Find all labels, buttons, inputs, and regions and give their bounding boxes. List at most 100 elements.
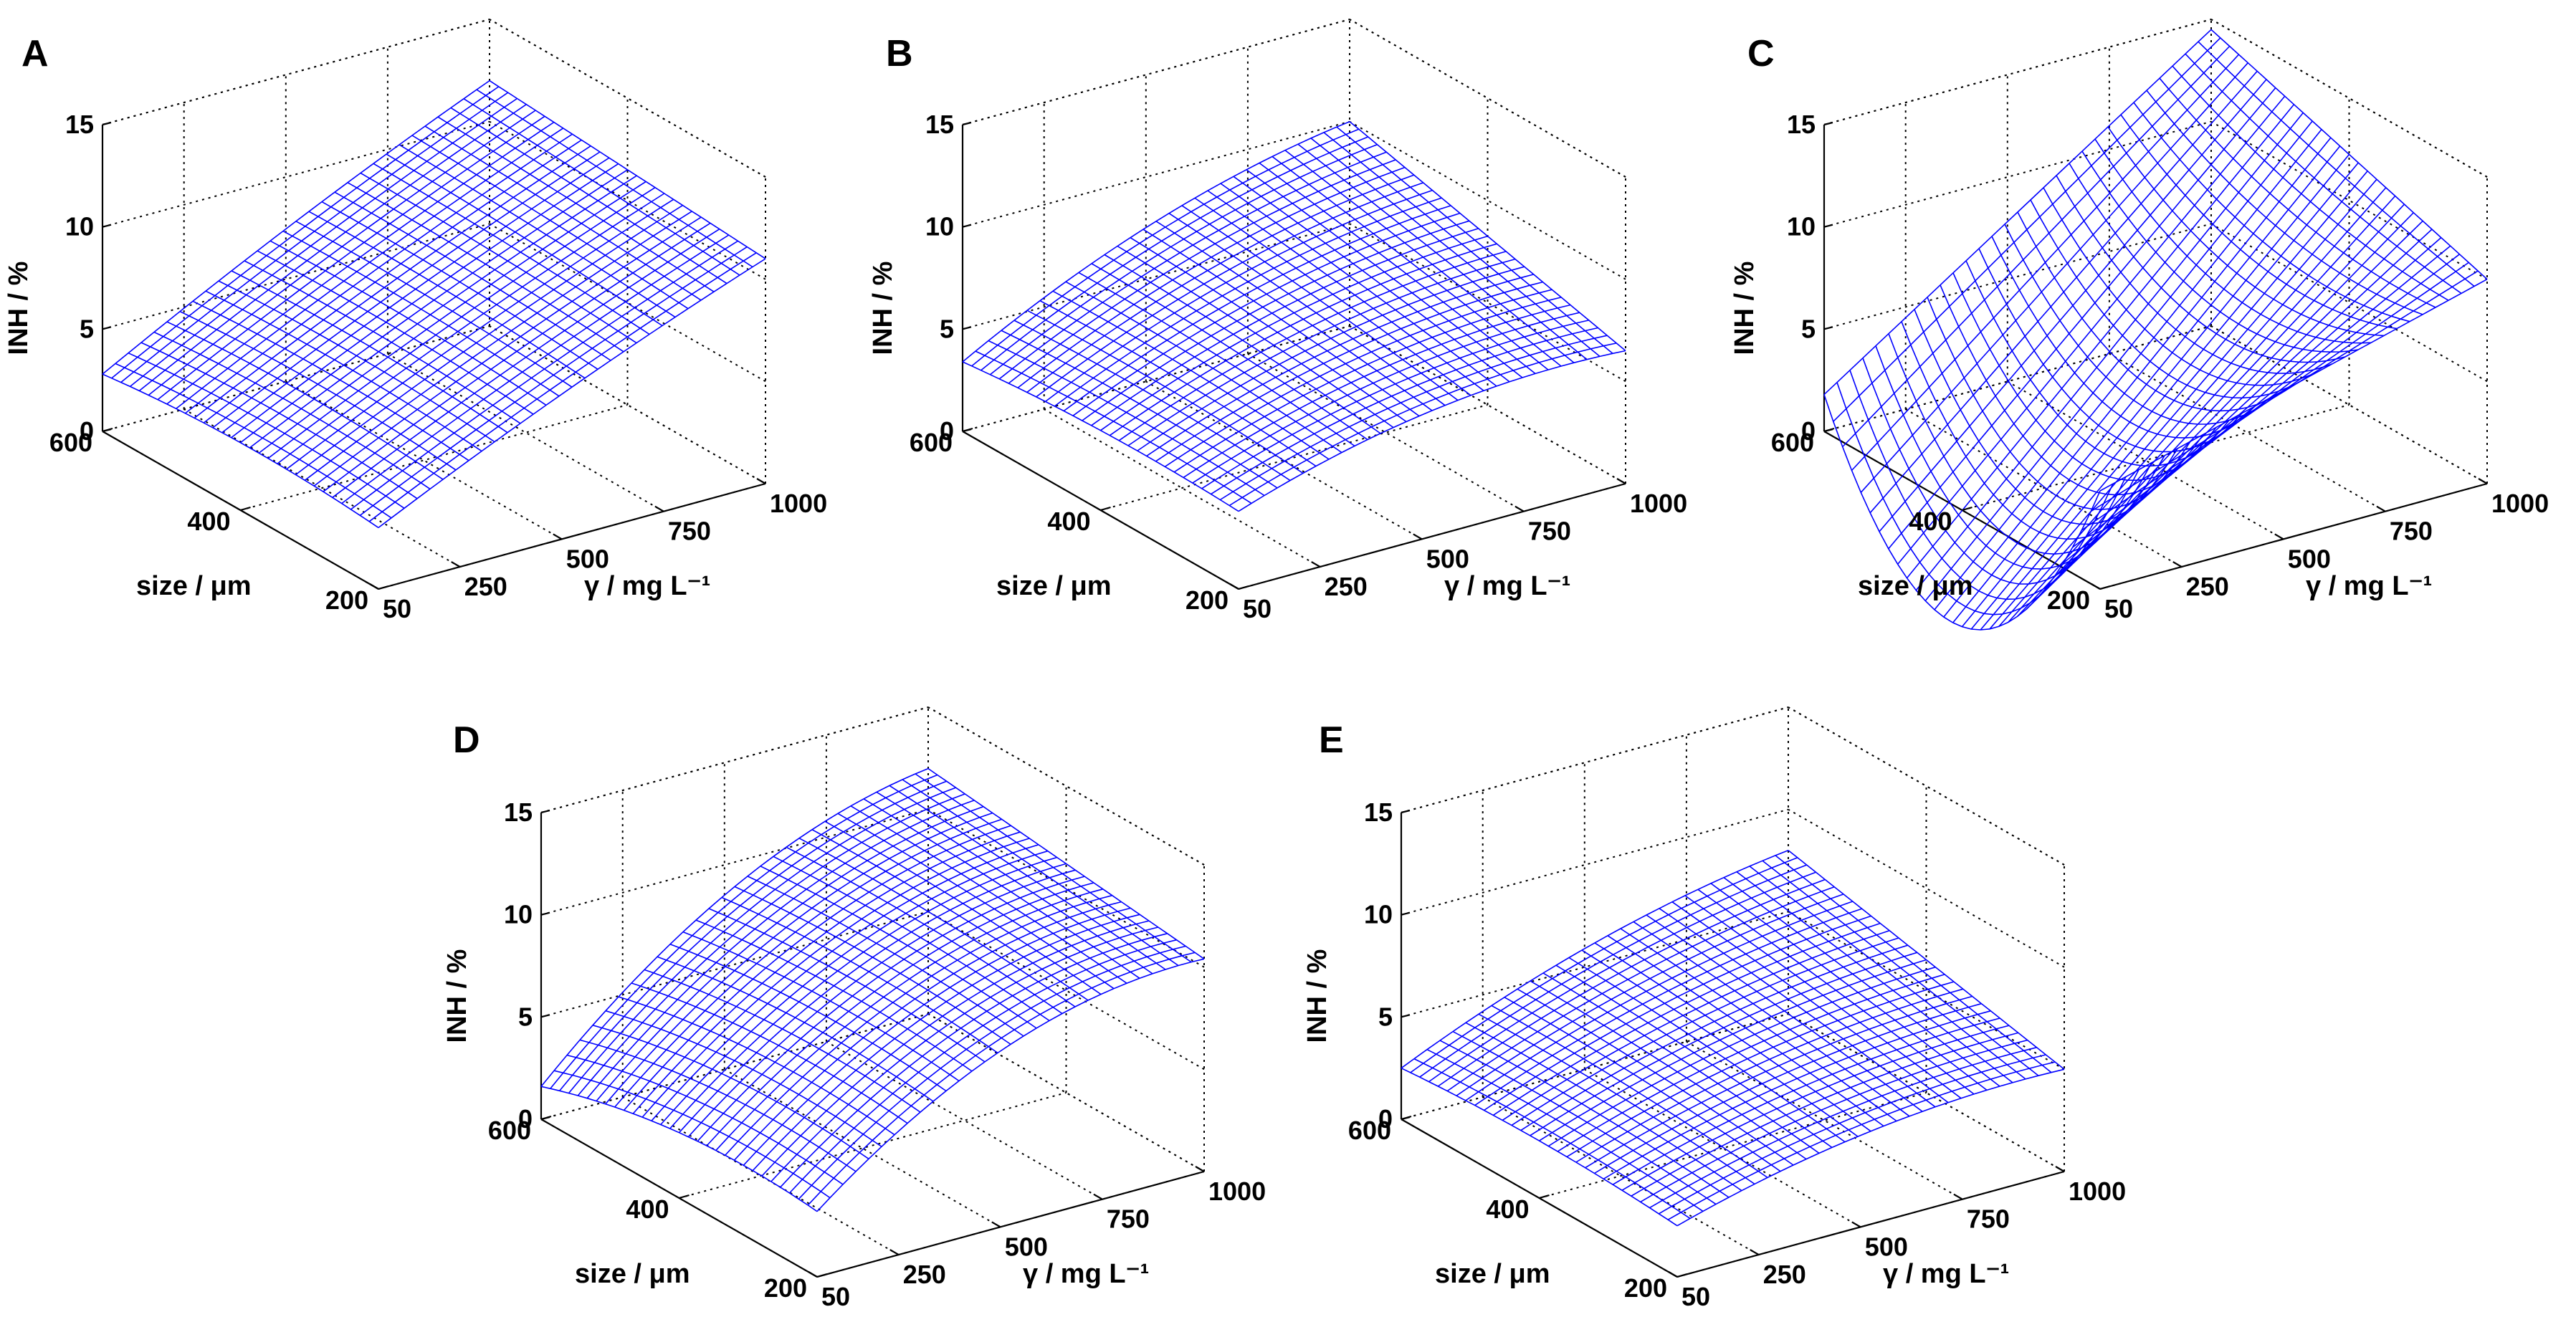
mesh-line-x [1439, 1040, 1717, 1205]
x-axis-line [378, 482, 766, 590]
z-tick-label: 15 [1364, 798, 1393, 827]
mesh-line-y [2072, 254, 2460, 548]
mesh-line-x [347, 182, 624, 353]
surface-mesh [540, 767, 1205, 1212]
mesh-line-x [850, 805, 1127, 984]
mesh-line-x [902, 779, 1179, 967]
y-tick-label: 400 [626, 1194, 669, 1224]
mesh-line-x [876, 791, 1153, 974]
x-tick-label: 500 [1865, 1232, 1908, 1261]
x-tick-label: 250 [1763, 1260, 1806, 1289]
floor-grid-line [1539, 1092, 1927, 1199]
side-wall-grid-line [927, 911, 1205, 1071]
mesh-line-y [669, 856, 1057, 1129]
y-tick-label: 600 [49, 428, 92, 457]
floor-grid-line [1044, 408, 1321, 567]
back-wall-grid-line [540, 1013, 929, 1120]
side-wall-grid-line [489, 223, 766, 383]
back-wall-grid-line [102, 120, 490, 228]
z-tick-label: 0 [940, 416, 954, 446]
surface-mesh [102, 80, 766, 529]
z-tick-label: 15 [65, 110, 94, 139]
floor-grid-line [2007, 380, 2284, 540]
mesh-line-y [350, 240, 738, 510]
mesh-line-y [1456, 894, 1844, 1096]
mesh-line-y [1502, 930, 1890, 1121]
z-tick-label: 15 [925, 110, 954, 139]
z-tick-label: 15 [1787, 110, 1816, 139]
mesh-line-y [286, 198, 674, 470]
floor-grid-line [622, 1096, 900, 1255]
mesh-line-y [1082, 220, 1470, 421]
x-tick-label: 250 [903, 1260, 946, 1289]
mesh-line-y [231, 163, 619, 439]
mesh-line-y [577, 793, 965, 1096]
mesh-line-y [1201, 320, 1589, 489]
mesh-line-y [1118, 251, 1507, 441]
mesh-line-y [304, 211, 692, 481]
mesh-line-y [1401, 849, 1789, 1069]
x-tick [1413, 533, 1423, 540]
mesh-line-y [2016, 203, 2405, 617]
mesh-line-y [623, 825, 1011, 1111]
mesh-line-y [1026, 174, 1415, 393]
x-tick [1750, 1249, 1760, 1256]
mesh-line-y [1943, 137, 2332, 618]
x-tick-label: 50 [1243, 594, 1272, 623]
mesh-line-y [295, 204, 683, 476]
mesh-line-y [660, 850, 1049, 1126]
z-tick [1401, 911, 1411, 916]
mesh-line-x [1710, 883, 1988, 1091]
z-tick-label: 10 [925, 212, 954, 241]
floor-grid-line [1584, 1068, 1861, 1228]
y-tick [1676, 1273, 1688, 1278]
mesh-line-y [185, 133, 573, 414]
mesh-line-y [1823, 29, 2212, 396]
box-edge [1823, 19, 2212, 125]
back-wall-grid-line [102, 325, 490, 432]
surface-mesh [1401, 849, 2065, 1227]
mesh-line-y [971, 128, 1360, 367]
x-axis-label: γ / mg L⁻¹ [584, 571, 710, 601]
panel-letter: E [1319, 719, 1344, 761]
x-tick [1093, 1193, 1103, 1200]
mesh-line-y [1842, 45, 2231, 448]
x-tick-label: 50 [2104, 594, 2133, 623]
x-axis-label: γ / mg L⁻¹ [1883, 1259, 2009, 1289]
x-tick-label: 750 [1528, 517, 1571, 546]
mesh-line-y [249, 175, 637, 449]
z-tick-label: 0 [1801, 416, 1816, 446]
x-axis-label: γ / mg L⁻¹ [1444, 571, 1570, 601]
mesh-line-y [678, 863, 1067, 1134]
mesh-line-y [1851, 54, 2240, 471]
box-edge [489, 19, 766, 178]
mesh-line-y [111, 86, 500, 379]
side-wall-grid-line [1788, 808, 2065, 968]
x-tick [991, 1221, 1001, 1228]
mesh-line-x [399, 144, 676, 318]
mesh-line-y [212, 151, 601, 428]
mesh-line-x [2159, 77, 2436, 308]
mesh-line-y [1649, 1047, 2037, 1209]
mesh-line-x [1155, 221, 1433, 411]
y-tick-label: 400 [187, 507, 230, 536]
mesh-line-x [863, 798, 1140, 979]
x-tick-label: 500 [1426, 544, 1469, 573]
mesh-line-x [682, 931, 960, 1082]
mesh-line-x [773, 856, 1050, 1022]
x-tick-label: 250 [464, 572, 507, 601]
z-tick [962, 326, 972, 330]
mesh-line-y [194, 139, 582, 419]
x-axis-line [2099, 482, 2488, 590]
box-edge [540, 707, 929, 813]
floor-grid-line [1482, 1096, 1760, 1255]
box-edge [927, 707, 1205, 866]
mesh-line-y [148, 110, 536, 396]
box-edge [2210, 19, 2488, 178]
side-wall-grid-line [489, 325, 766, 484]
mesh-line-x [975, 350, 1252, 504]
x-tick [1514, 505, 1525, 512]
x-tick [808, 1271, 818, 1278]
mesh-line-y [1229, 343, 1617, 507]
